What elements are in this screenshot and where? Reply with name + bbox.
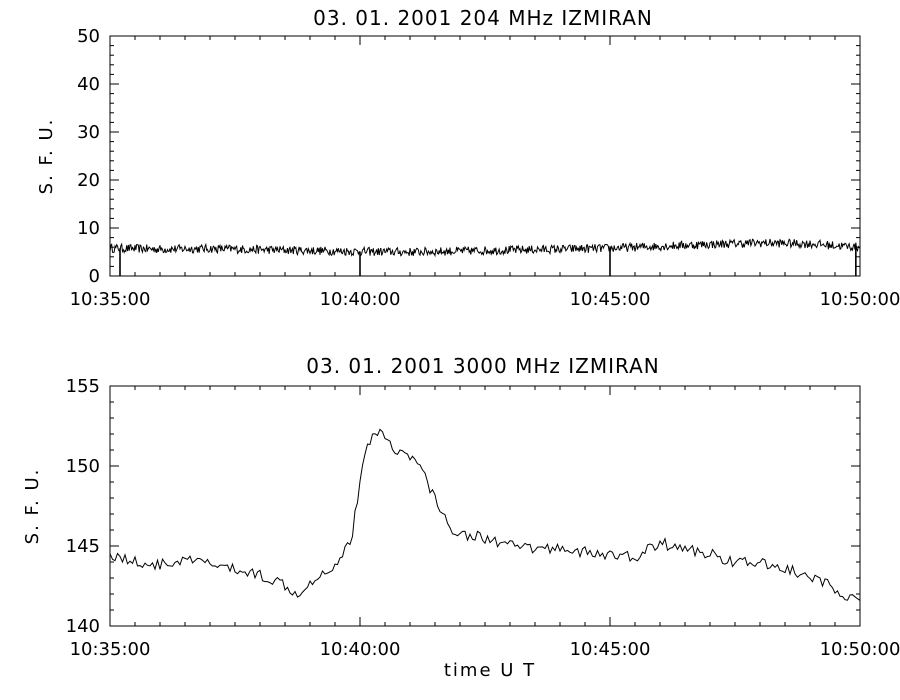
panel-2-y-axis-label: S. F. U. (22, 468, 43, 545)
panel-1-series-line (109, 238, 861, 258)
y-tick-label: 30 (77, 122, 100, 143)
panel-1-x-tick-labels: 10:35:00 10:40:00 10:45:00 10:50:00 (70, 289, 900, 310)
panel-3000mhz: 03. 01. 2001 3000 MHz IZMIRAN S. F. U. 1… (22, 354, 900, 681)
x-tick-label: 10:40:00 (320, 289, 401, 310)
panel-1-y-tick-labels: 0 10 20 30 40 50 (77, 26, 100, 287)
x-tick-label: 10:45:00 (570, 289, 651, 310)
panel-1-y-axis-label: S. F. U. (36, 118, 57, 195)
x-tick-label: 10:50:00 (820, 639, 900, 660)
panel-1-ticks (109, 35, 861, 277)
y-tick-label: 0 (89, 266, 100, 287)
y-tick-label: 20 (77, 170, 100, 191)
x-tick-label: 10:50:00 (820, 289, 900, 310)
panel-2-y-tick-labels: 140 145 150 155 (66, 376, 100, 637)
y-tick-label: 145 (66, 536, 100, 557)
y-tick-label: 150 (66, 456, 100, 477)
y-tick-label: 50 (77, 26, 100, 47)
y-tick-label: 10 (77, 218, 100, 239)
y-tick-label: 155 (66, 376, 100, 397)
panel-2-series-line (109, 428, 861, 601)
y-tick-label: 40 (77, 74, 100, 95)
panel-204mhz: 03. 01. 2001 204 MHz IZMIRAN S. F. U. 10… (36, 6, 900, 310)
panel-1-plot-frame (109, 35, 861, 277)
panel-2-ticks (109, 385, 861, 627)
panel-1-dropouts (119, 246, 857, 276)
x-tick-label: 10:40:00 (320, 639, 401, 660)
panel-1-title: 03. 01. 2001 204 MHz IZMIRAN (313, 6, 653, 30)
panel-2-x-tick-labels: 10:35:00 10:40:00 10:45:00 10:50:00 (70, 639, 900, 660)
panel-2-x-axis-label: time U T (444, 660, 536, 681)
x-tick-label: 10:45:00 (570, 639, 651, 660)
y-tick-label: 140 (66, 616, 100, 637)
x-tick-label: 10:35:00 (70, 289, 151, 310)
x-tick-label: 10:35:00 (70, 639, 151, 660)
panel-2-title: 03. 01. 2001 3000 MHz IZMIRAN (306, 354, 659, 378)
panel-2-plot-frame (109, 385, 861, 627)
